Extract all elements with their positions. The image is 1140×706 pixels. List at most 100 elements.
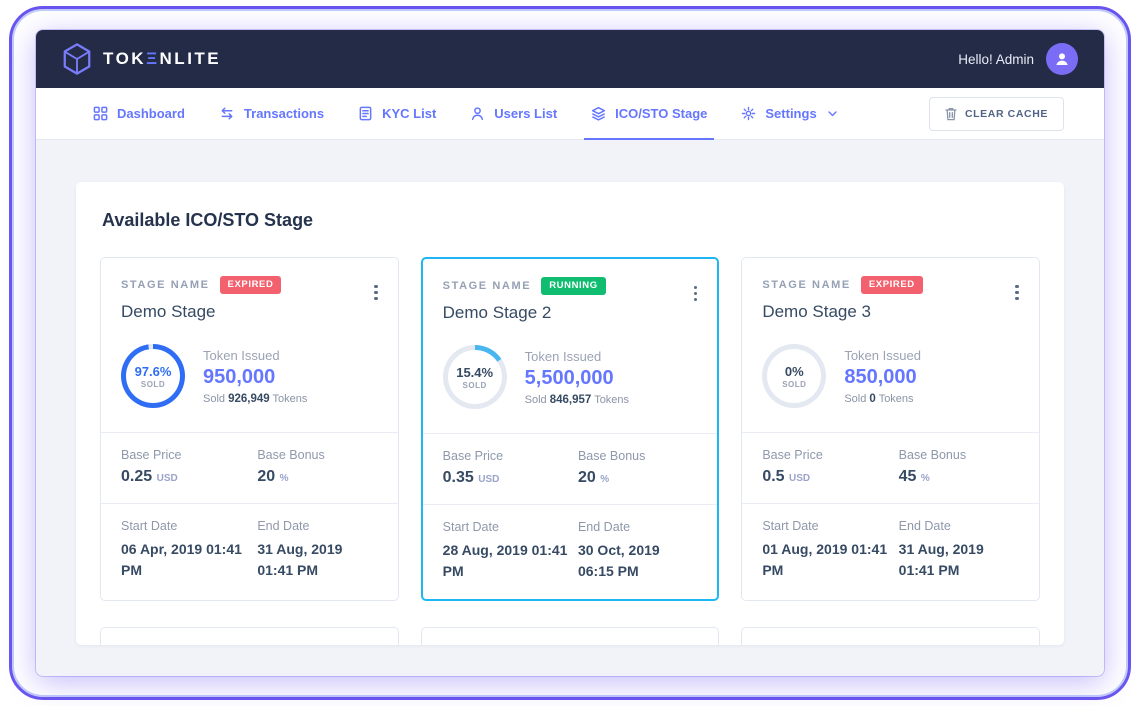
token-issued-label: Token Issued — [524, 348, 602, 364]
sold-donut-chart: 15.4% SOLD — [442, 345, 507, 409]
base-bonus-label: Base Bonus — [577, 449, 646, 463]
card-menu-button[interactable] — [688, 279, 704, 308]
token-issued-value: 5,500,000 — [524, 366, 614, 389]
content-area: Available ICO/STO Stage STAGE NAME EXPIR… — [36, 140, 1104, 645]
swap-arrows-icon — [221, 107, 233, 120]
stage-card-top: STAGE NAME RUNNING Demo Stage 2 15.4% SO… — [423, 259, 718, 433]
app-window: TOKΞNLITE Hello! Admin Dashboard — [36, 30, 1104, 676]
clear-cache-label: CLEAR CACHE — [964, 107, 1048, 120]
price-row: Base Price 0.5 USD Base Bonus 45 % — [742, 432, 1039, 503]
nav-item-dashboard[interactable]: Dashboard — [76, 88, 202, 139]
token-issued-block: Token Issued 5,500,000 Sold 846,957 Toke… — [525, 349, 629, 406]
nav-item-transactions[interactable]: Transactions — [202, 88, 341, 139]
base-price-cell: Base Price 0.35 USD — [443, 449, 568, 487]
end-date-label: End Date — [577, 520, 631, 534]
token-issued-block: Token Issued 850,000 Sold 0 Tokens — [844, 348, 921, 405]
next-row-partial — [100, 627, 1040, 645]
card-menu-button[interactable] — [368, 278, 384, 307]
stage-name-label: STAGE NAME — [762, 279, 851, 291]
greeting-text: Hello! Admin — [958, 51, 1034, 67]
stage-card-top: STAGE NAME EXPIRED Demo Stage 97.6% SOLD — [101, 258, 398, 432]
nav-item-ico-sto-stage[interactable]: ICO/STO Stage — [574, 88, 724, 140]
grid-icon — [93, 106, 108, 121]
app-header: TOKΞNLITE Hello! Admin — [36, 30, 1104, 88]
base-price-value: 0.25 USD — [121, 468, 178, 485]
base-price-cell: Base Price 0.25 USD — [121, 448, 247, 486]
sold-label: SOLD — [782, 379, 807, 389]
base-price-label: Base Price — [121, 448, 182, 462]
stage-name: Demo Stage — [121, 302, 216, 321]
base-bonus-value: 45 % — [898, 468, 930, 485]
stage-card-partial — [420, 627, 720, 645]
brand-name: TOKΞNLITE — [103, 49, 222, 68]
document-list-icon — [359, 106, 372, 121]
nav-item-kyc-list[interactable]: KYC List — [341, 88, 453, 139]
header-right: Hello! Admin — [958, 43, 1078, 75]
end-date-value: 31 Aug, 2019 01:41 PM — [898, 541, 984, 578]
clear-cache-button[interactable]: CLEAR CACHE — [928, 96, 1064, 131]
stage-card-top: STAGE NAME EXPIRED Demo Stage 3 0% SOLD — [742, 258, 1039, 432]
trash-icon — [945, 107, 957, 120]
price-row: Base Price 0.35 USD Base Bonus 20 % — [422, 433, 718, 504]
status-badge: EXPIRED — [860, 276, 923, 294]
base-price-label: Base Price — [762, 448, 823, 462]
token-issued-block: Token Issued 950,000 Sold 926,949 Tokens — [203, 348, 307, 405]
start-date-cell: Start Date 28 Aug, 2019 01:41 PM — [443, 520, 568, 582]
date-row: Start Date 06 Apr, 2019 01:41 PM End Dat… — [101, 503, 398, 598]
stage-name: Demo Stage 3 — [762, 302, 872, 321]
start-date-label: Start Date — [442, 520, 499, 534]
base-bonus-cell: Base Bonus 45 % — [899, 448, 1019, 486]
tokenlite-logo-icon — [63, 43, 91, 75]
stage-card: STAGE NAME RUNNING Demo Stage 2 15.4% SO… — [420, 257, 720, 601]
sold-percent: 15.4% — [456, 364, 494, 380]
sold-label: SOLD — [140, 379, 166, 389]
token-issued-label: Token Issued — [844, 347, 921, 363]
end-date-value: 31 Aug, 2019 01:41 PM — [257, 541, 343, 578]
sold-tokens-line: Sold 926,949 Tokens — [203, 392, 308, 405]
stage-card: STAGE NAME EXPIRED Demo Stage 97.6% SOLD — [100, 257, 399, 601]
token-issued-value: 950,000 — [203, 365, 276, 388]
base-price-value: 0.5 USD — [762, 468, 811, 485]
base-bonus-label: Base Bonus — [257, 448, 325, 462]
nav-item-settings[interactable]: Settings — [724, 88, 853, 139]
token-issued-value: 850,000 — [844, 365, 917, 388]
nav-bar: Dashboard Transactions KYC List — [36, 88, 1104, 140]
price-row: Base Price 0.25 USD Base Bonus 20 % — [101, 432, 398, 503]
status-badge: RUNNING — [541, 277, 606, 295]
nav-item-users-list[interactable]: Users List — [453, 88, 574, 139]
nav-label: Dashboard — [117, 106, 185, 121]
end-date-cell: End Date 31 Aug, 2019 01:41 PM — [257, 519, 377, 581]
stage-card: STAGE NAME EXPIRED Demo Stage 3 0% SOLD — [741, 257, 1040, 601]
card-menu-button[interactable] — [1009, 278, 1025, 307]
nav-label: ICO/STO Stage — [615, 106, 708, 121]
stage-name: Demo Stage 2 — [442, 303, 552, 322]
base-price-cell: Base Price 0.5 USD — [762, 448, 888, 486]
avatar[interactable] — [1046, 43, 1078, 75]
start-date-cell: Start Date 06 Apr, 2019 01:41 PM — [121, 519, 247, 581]
start-date-value: 01 Aug, 2019 01:41 PM — [762, 541, 888, 578]
layers-icon — [592, 106, 606, 121]
sold-donut-chart: 0% SOLD — [762, 344, 827, 408]
stage-card-partial — [100, 627, 399, 645]
nav-label: Transactions — [243, 106, 325, 121]
status-badge: EXPIRED — [219, 276, 282, 294]
sold-tokens-line: Sold 846,957 Tokens — [524, 393, 630, 406]
sold-tokens-line: Sold 0 Tokens — [844, 392, 914, 405]
date-row: Start Date 28 Aug, 2019 01:41 PM End Dat… — [422, 504, 718, 599]
base-bonus-cell: Base Bonus 20 % — [257, 448, 377, 486]
start-date-value: 06 Apr, 2019 01:41 PM — [121, 541, 242, 578]
stage-name-label: STAGE NAME — [442, 280, 532, 292]
page-title: Available ICO/STO Stage — [102, 210, 314, 230]
sold-label: SOLD — [462, 380, 487, 390]
nav-label: Settings — [765, 106, 817, 121]
stage-card-partial — [741, 627, 1040, 645]
gear-icon — [742, 106, 756, 121]
sold-donut-chart: 97.6% SOLD — [121, 344, 185, 408]
base-price-label: Base Price — [442, 449, 504, 463]
nav-label: Users List — [494, 106, 558, 121]
stage-cards-grid: STAGE NAME EXPIRED Demo Stage 97.6% SOLD — [100, 257, 1040, 601]
token-issued-label: Token Issued — [203, 347, 280, 363]
end-date-label: End Date — [898, 519, 951, 533]
base-price-value: 0.35 USD — [442, 469, 500, 486]
